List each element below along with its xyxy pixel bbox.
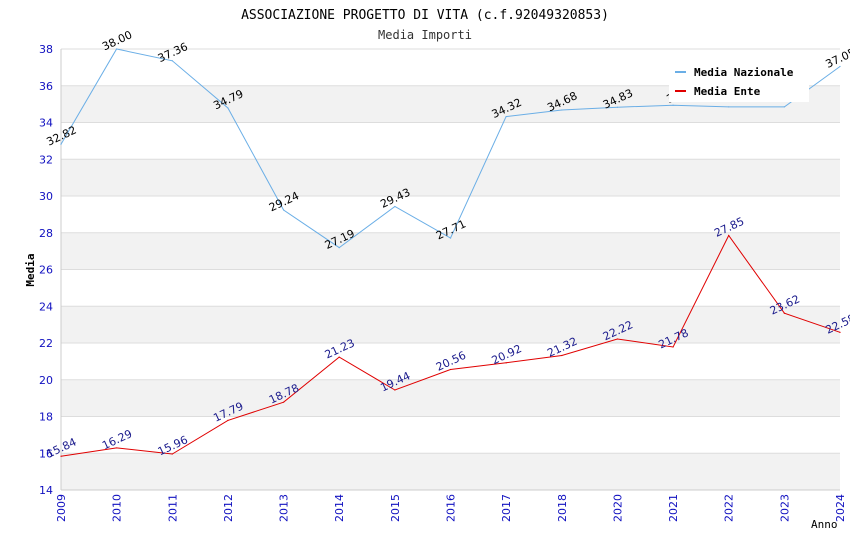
legend: Media Nazionale Media Ente [669,60,809,102]
data-point [672,104,674,106]
x-tick-label: 2022 [723,494,736,522]
data-point [338,356,340,358]
data-point [227,107,229,109]
x-tick-label: 2014 [333,494,346,522]
data-point [116,48,118,50]
chart-subtitle: Media Importi [378,28,472,42]
data-point [839,65,841,68]
legend-label: Media Nazionale [694,66,794,79]
y-axis-label: Media [24,253,37,286]
data-point [672,346,674,348]
data-point [561,109,563,111]
series-lines [60,48,841,457]
legend-box [669,60,809,102]
y-tick-label: 38 [39,43,53,56]
y-tick-label: 36 [39,80,53,93]
data-point [616,106,619,108]
data-point [783,106,785,108]
y-tick-label: 20 [39,374,53,387]
x-tick-label: 2018 [556,494,569,522]
chart-title: ASSOCIAZIONE PROGETTO DI VITA (c.f.92049… [241,8,609,23]
grid-band [61,379,840,417]
data-point [505,116,507,118]
x-tick-label: 2016 [445,494,458,522]
data-point [561,354,563,357]
x-tick-label: 2013 [278,494,291,522]
x-tick-label: 2017 [500,494,513,522]
x-axis-ticks: 2009 2010 2011 2012 2013 2014 2015 2016 2017 2018… [55,494,847,522]
y-tick-label: 22 [39,337,53,350]
legend-label: Media Ente [694,85,761,98]
data-point [282,209,285,211]
x-tick-label: 2012 [222,494,235,522]
y-tick-label: 30 [39,190,53,203]
data-point [171,453,173,455]
data-point [282,401,285,403]
data-point [728,234,730,237]
x-tick-label: 2011 [166,494,179,522]
y-tick-label: 14 [39,484,53,497]
data-point [839,331,841,333]
y-tick-label: 26 [39,264,53,277]
grid-band [61,159,840,196]
data-point [60,143,62,145]
x-tick-label: 2023 [778,494,791,522]
x-axis-label: Anno [811,518,838,531]
y-tick-label: 18 [39,411,53,424]
data-point [449,368,452,371]
x-tick-label: 2024 [834,494,847,522]
y-tick-label: 16 [39,447,53,460]
y-tick-label: 32 [39,153,53,166]
data-point [116,447,118,449]
data-point [616,338,619,340]
data-point [728,106,730,108]
x-tick-label: 2015 [389,494,402,522]
grid-band [61,232,840,270]
data-point [394,205,396,208]
data-point [227,419,229,421]
data-point [505,362,507,364]
grid-band [61,306,840,343]
y-tick-label: 24 [39,300,53,313]
data-point [171,60,173,62]
x-tick-label: 2009 [55,494,68,522]
data-point [449,237,452,239]
y-tick-label: 28 [39,227,53,240]
data-point [783,312,785,314]
grid-band [61,453,840,490]
x-tick-label: 2021 [667,494,680,522]
x-tick-label: 2010 [111,494,124,522]
x-tick-label: 2020 [611,494,624,522]
data-point [394,389,396,391]
y-axis-ticks: 14 16 18 20 22 24 26 28 30 32 34 36 38 [39,43,53,497]
grid-lines [60,48,840,491]
y-tick-label: 34 [39,117,53,130]
data-point [338,247,340,249]
data-point [60,455,62,457]
